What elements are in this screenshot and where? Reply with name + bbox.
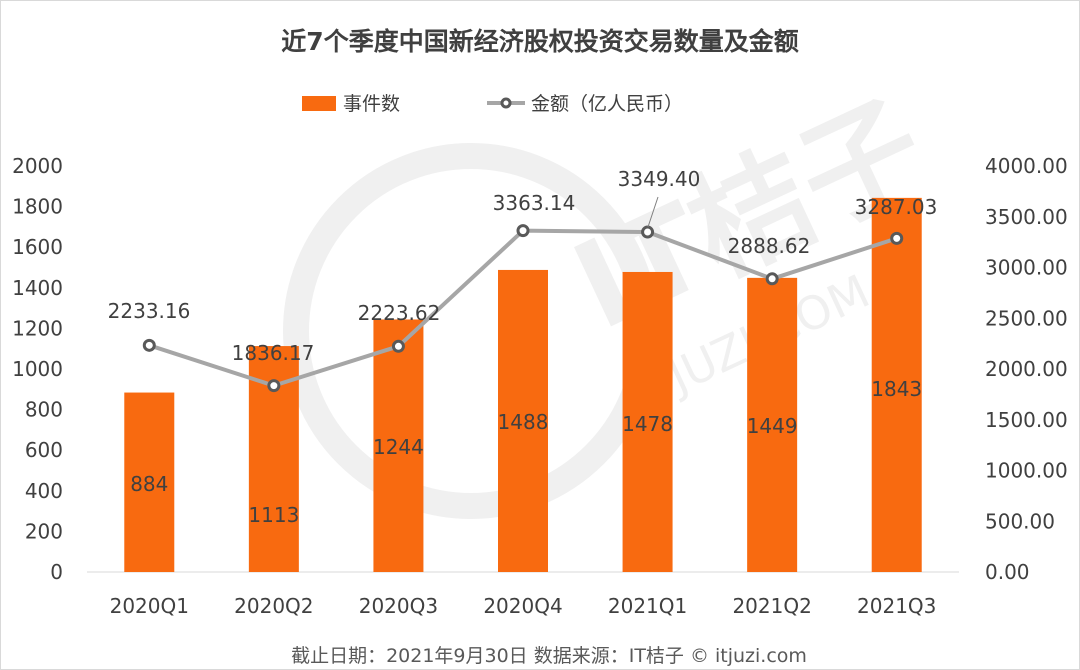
line-point [890,231,904,245]
bar-labels: 884 1113 1244 1488 1478 1449 1843 [130,377,922,527]
brand-icon-2 [21,641,41,661]
bar [124,392,175,572]
bar-data-label: 1843 [871,377,922,401]
line-point [142,338,156,352]
bar-data-label: 884 [130,472,168,496]
left-tick-label: 800 [25,398,63,422]
bar [373,319,424,572]
legend-bar-label: 事件数 [343,93,400,115]
bar-data-label: 1244 [373,435,424,459]
line-labels: 2233.16 1836.17 2223.62 3363.14 3349.40 2888.… [108,167,938,365]
left-tick-label: 1400 [12,276,63,300]
brand-mark: 大数跨境 [7,641,117,663]
bar [498,269,548,572]
right-tick-label: 3000.00 [985,256,1068,280]
bar-data-label: 1113 [248,503,299,527]
line-point [391,339,405,353]
left-tick-label: 200 [25,519,63,543]
x-tick-label: 2020Q3 [359,594,438,618]
line-point [641,225,655,239]
line-data-label: 2233.16 [108,299,191,323]
right-tick-label: 2000.00 [985,357,1068,381]
x-tick-label: 2021Q1 [608,594,687,618]
legend-line-marker [500,97,512,109]
brand-icon [7,641,27,661]
right-tick-label: 2500.00 [985,306,1068,330]
left-tick-label: 1600 [12,235,63,259]
x-tick-label: 2021Q2 [732,594,811,618]
footer-note: 截止日期：2021年9月30日 数据来源：IT桔子 © itjuzi.com [291,645,807,667]
line-data-label: 3349.40 [618,167,701,191]
watermark-circle [283,143,659,519]
chart-title: 近7个季度中国新经济股权投资交易数量及金额 [281,27,798,56]
label-leader-line [647,196,659,228]
x-tick-label: 2021Q3 [857,594,936,618]
legend-bar-swatch [302,96,336,111]
line-data-label: 3363.14 [493,191,576,215]
line-data-label: 2223.62 [358,301,441,325]
left-axis: 0 200 400 600 800 1000 1200 1400 1600 1800 2000 [12,154,63,584]
x-tick-label: 2020Q4 [483,594,562,618]
x-tick-label: 2020Q2 [234,594,313,618]
left-tick-label: 600 [25,438,63,462]
line-point [516,224,530,238]
line-point [765,272,779,286]
right-tick-label: 0.00 [985,560,1030,584]
bar-data-label: 1478 [622,412,673,436]
right-axis: 0.00 500.00 1000.00 1500.00 2000.00 2500.00 30… [985,154,1068,584]
left-tick-label: 400 [25,479,63,503]
bar-data-label: 1449 [747,414,798,438]
left-tick-label: 0 [50,560,63,584]
x-axis: 2020Q1 2020Q2 2020Q3 2020Q4 2021Q1 2021Q2 2021… [87,571,959,618]
left-tick-label: 2000 [12,154,63,178]
line-point [267,379,281,393]
right-tick-label: 1000.00 [985,459,1068,483]
line-series [142,224,904,393]
brand-text: 大数跨境 [45,642,117,663]
bar [747,277,798,572]
right-tick-label: 500.00 [985,509,1055,533]
legend: 事件数 金额（亿人民币） [302,93,683,115]
line-data-label: 1836.17 [232,341,315,365]
line-data-label: 2888.62 [728,234,811,258]
left-tick-label: 1200 [12,316,63,340]
right-tick-label: 1500.00 [985,408,1068,432]
left-tick-label: 1000 [12,357,63,381]
bar [871,197,922,572]
legend-line-label: 金额（亿人民币） [531,93,683,115]
right-tick-label: 4000.00 [985,154,1068,178]
bar [622,271,673,572]
left-tick-label: 1800 [12,195,63,219]
x-tick-label: 2020Q1 [110,594,189,618]
right-tick-label: 3500.00 [985,205,1068,229]
line-data-label: 3287.03 [855,195,938,219]
bar-data-label: 1488 [498,410,549,434]
